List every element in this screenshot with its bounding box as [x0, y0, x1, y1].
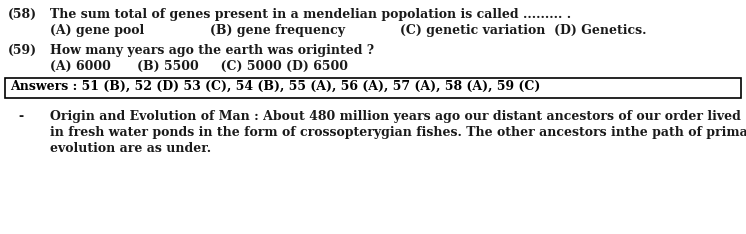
Text: (A) 6000      (B) 5500     (C) 5000 (D) 6500: (A) 6000 (B) 5500 (C) 5000 (D) 6500 [50, 60, 348, 73]
Text: (59): (59) [8, 44, 37, 57]
Text: (58): (58) [8, 8, 37, 21]
Text: evolution are as under.: evolution are as under. [50, 142, 211, 155]
Text: Answers : 51 (B), 52 (D) 53 (C), 54 (B), 55 (A), 56 (A), 57 (A), 58 (A), 59 (C): Answers : 51 (B), 52 (D) 53 (C), 54 (B),… [10, 80, 540, 93]
FancyBboxPatch shape [5, 78, 741, 98]
Text: The sum total of genes present in a mendelian popolation is called ......... .: The sum total of genes present in a mend… [50, 8, 571, 21]
Text: in fresh water ponds in the form of crossopterygian fishes. The other ancestors : in fresh water ponds in the form of cros… [50, 126, 746, 139]
Text: (A) gene pool: (A) gene pool [50, 24, 144, 37]
Text: Origin and Evolution of Man : About 480 million years ago our distant ancestors : Origin and Evolution of Man : About 480 … [50, 110, 741, 123]
Text: -: - [18, 110, 23, 123]
Text: (B) gene frequency: (B) gene frequency [210, 24, 345, 37]
Text: How many years ago the earth was originted ?: How many years ago the earth was origint… [50, 44, 374, 57]
Text: (C) genetic variation  (D) Genetics.: (C) genetic variation (D) Genetics. [400, 24, 647, 37]
